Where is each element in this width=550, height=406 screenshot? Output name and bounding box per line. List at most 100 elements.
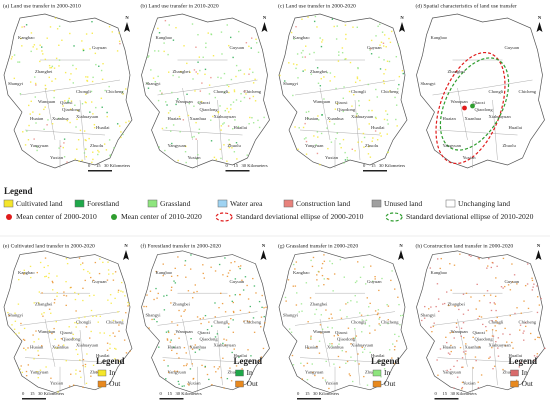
land-patch xyxy=(511,263,513,265)
land-patch xyxy=(462,313,465,315)
land-patch xyxy=(345,303,347,305)
land-patch xyxy=(361,331,363,333)
land-patch xyxy=(214,302,216,304)
land-patch xyxy=(76,322,79,325)
land-patch xyxy=(337,60,340,62)
land-patch xyxy=(97,149,99,152)
land-patch xyxy=(520,361,522,363)
land-patch xyxy=(303,365,305,367)
land-patch xyxy=(47,276,50,279)
land-patch xyxy=(338,51,340,53)
land-patch xyxy=(374,278,376,280)
land-patch xyxy=(465,343,467,345)
land-patch xyxy=(336,25,338,27)
place-label: Wanquan xyxy=(313,99,331,104)
place-label: Qiaodong xyxy=(337,336,356,341)
land-patch xyxy=(338,54,340,56)
place-label: Huailai xyxy=(96,353,110,358)
land-patch xyxy=(72,333,74,336)
land-patch xyxy=(18,332,20,334)
land-patch xyxy=(320,314,323,316)
land-patch xyxy=(358,104,360,107)
land-patch xyxy=(176,370,179,372)
north-arrow xyxy=(260,250,267,260)
land-patch xyxy=(112,273,114,275)
land-patch xyxy=(75,348,77,351)
land-patch xyxy=(114,335,116,337)
land-patch xyxy=(301,56,304,58)
place-label: Wanquan xyxy=(313,329,331,334)
land-patch xyxy=(145,305,148,308)
place-label: Shangyi xyxy=(421,81,437,86)
land-patch xyxy=(116,50,119,52)
place-label: Yangyuan xyxy=(168,369,187,374)
land-patch xyxy=(222,357,224,359)
land-patch xyxy=(210,76,212,79)
land-patch xyxy=(317,82,320,84)
land-patch xyxy=(488,357,490,359)
land-patch xyxy=(477,318,479,320)
legend-swatch xyxy=(283,199,294,208)
land-patch xyxy=(531,277,533,279)
land-patch xyxy=(343,162,345,164)
land-patch xyxy=(128,120,130,122)
land-patch xyxy=(311,363,313,365)
place-label: Wanquan xyxy=(451,99,469,104)
land-patch xyxy=(41,292,43,294)
land-patch xyxy=(261,306,263,308)
land-patch xyxy=(401,314,404,317)
land-patch xyxy=(229,367,231,369)
land-patch xyxy=(93,126,96,129)
land-patch xyxy=(78,257,81,259)
mean-center xyxy=(462,105,467,111)
land-patch xyxy=(397,88,399,90)
place-label: Zhangbei xyxy=(448,301,466,306)
land-patch xyxy=(345,58,347,60)
land-patch xyxy=(449,353,451,355)
land-patch xyxy=(350,343,352,345)
land-patch xyxy=(8,314,10,317)
land-patch xyxy=(368,325,371,327)
map-panel: (f) Forestland transfer in 2000-2020Kang… xyxy=(141,242,270,400)
land-patch xyxy=(186,93,188,96)
land-patch xyxy=(295,304,298,306)
land-patch xyxy=(234,294,237,296)
land-patch xyxy=(316,274,318,276)
land-patch xyxy=(99,258,101,260)
land-patch xyxy=(251,117,253,119)
land-patch xyxy=(336,132,339,134)
legend-label: Mean center of 2010-2020 xyxy=(121,212,202,221)
north-arrow xyxy=(536,22,543,32)
land-patch xyxy=(37,350,39,352)
panel-title: (h) Construction land transfer in 2000-2… xyxy=(416,242,514,249)
legend-swatch xyxy=(97,380,107,388)
legend-marker xyxy=(215,212,233,222)
land-patch xyxy=(298,127,300,129)
land-patch xyxy=(74,158,77,160)
legend-swatch xyxy=(235,380,244,388)
land-patch xyxy=(246,320,249,322)
land-patch xyxy=(38,291,41,293)
land-patch xyxy=(178,76,180,78)
land-patch xyxy=(537,336,539,338)
land-patch xyxy=(38,113,41,115)
land-patch xyxy=(309,297,312,299)
land-patch xyxy=(191,136,193,138)
land-patch xyxy=(66,262,69,265)
land-patch xyxy=(80,263,82,266)
land-patch xyxy=(48,76,50,79)
place-label: Huaian xyxy=(443,345,457,350)
land-patch xyxy=(22,131,24,133)
land-patch xyxy=(252,95,255,98)
land-patch xyxy=(483,294,485,297)
map-panel: (a) Land use transfer in 2000-2010Kangba… xyxy=(3,2,133,172)
county-boundary xyxy=(19,318,71,326)
land-patch xyxy=(70,373,72,375)
place-label: Huaian xyxy=(305,116,319,121)
land-patch xyxy=(165,378,167,380)
land-patch xyxy=(363,348,366,350)
place-label: Shangyi xyxy=(146,81,162,86)
land-patch xyxy=(212,115,214,118)
land-patch xyxy=(284,80,286,82)
land-patch xyxy=(50,377,52,379)
